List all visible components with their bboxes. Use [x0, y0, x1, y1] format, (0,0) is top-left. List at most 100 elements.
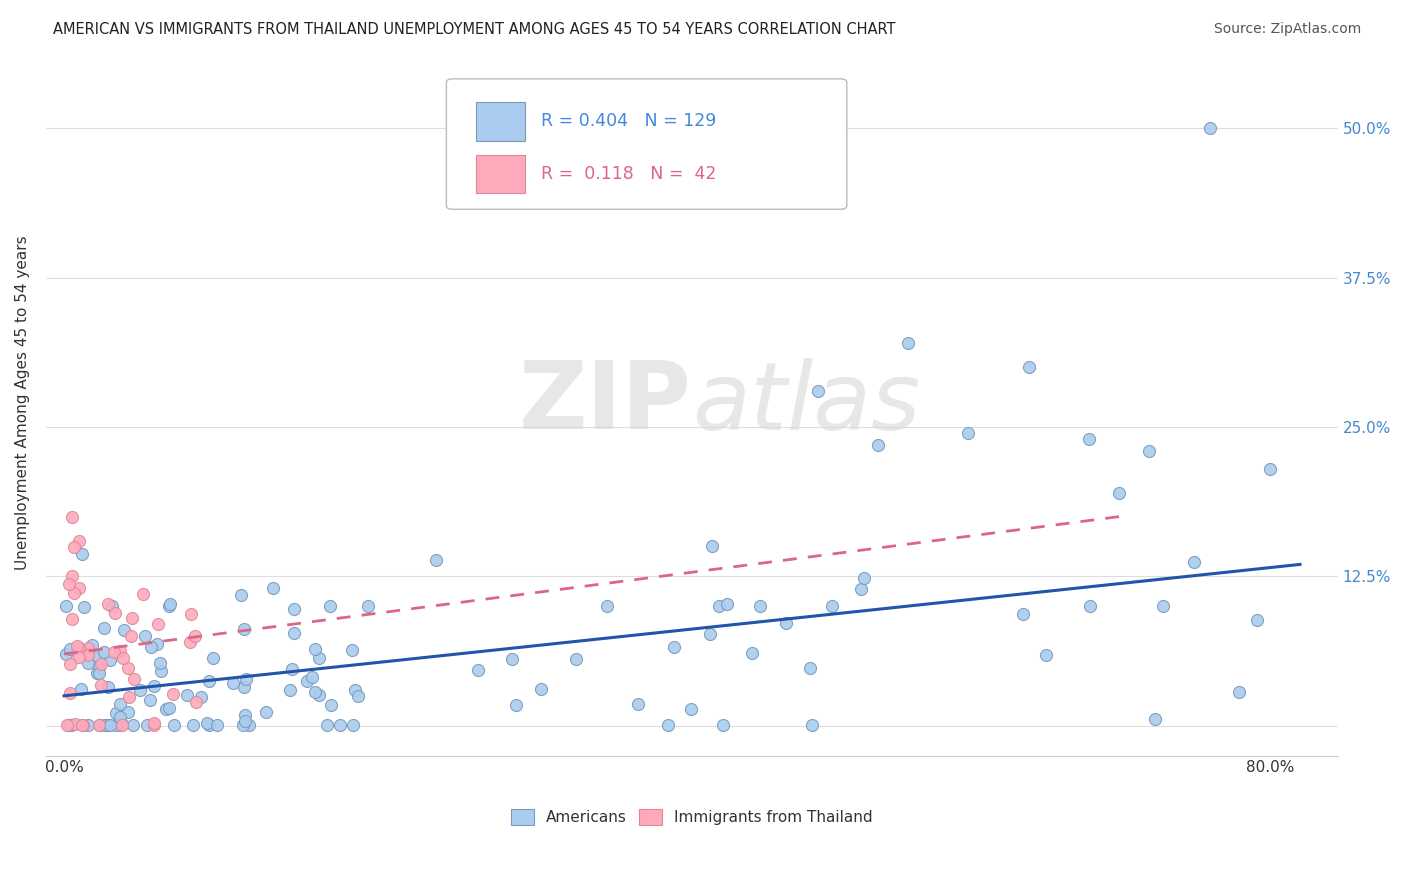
Point [190, 690, 212, 704]
Point [77, 657, 100, 671]
Point [58, 717, 80, 731]
Point [108, 644, 131, 658]
Point [707, 599, 730, 614]
Point [94, 717, 117, 731]
Point [63, 717, 86, 731]
Point [801, 717, 824, 731]
Point [283, 625, 305, 640]
Point [530, 681, 553, 696]
Point [105, 706, 128, 720]
Point [86, 665, 108, 680]
Point [357, 599, 380, 614]
Point [72, 717, 94, 731]
Point [179, 634, 201, 648]
Point [146, 616, 169, 631]
Point [66, 639, 89, 653]
Point [262, 581, 284, 595]
Point [342, 717, 364, 731]
Point [110, 717, 132, 731]
Point [67, 641, 90, 656]
Text: ZIP: ZIP [519, 357, 692, 450]
Point [304, 641, 326, 656]
Point [55, 717, 77, 731]
Point [63, 540, 86, 554]
Point [90, 657, 112, 671]
Point [657, 717, 679, 731]
Point [60, 509, 83, 524]
Point [1035, 648, 1057, 662]
FancyBboxPatch shape [446, 78, 846, 210]
Point [94, 717, 117, 731]
Point [89, 660, 111, 674]
Point [117, 661, 139, 675]
Point [59, 657, 82, 671]
Point [741, 647, 763, 661]
Point [699, 627, 721, 641]
Point [98, 717, 121, 731]
Point [304, 684, 326, 698]
Point [340, 642, 363, 657]
Point [1018, 360, 1040, 375]
Point [89, 717, 111, 731]
Point [120, 629, 142, 643]
Point [128, 683, 150, 698]
Point [201, 651, 224, 665]
Point [1198, 121, 1220, 136]
Point [60, 717, 83, 731]
Point [254, 706, 277, 720]
Point [198, 717, 221, 731]
FancyBboxPatch shape [477, 154, 526, 194]
Point [775, 615, 797, 630]
Point [67, 533, 90, 548]
Point [505, 698, 527, 713]
Point [98, 717, 121, 731]
Point [852, 570, 875, 584]
Point [82, 639, 104, 653]
Text: AMERICAN VS IMMIGRANTS FROM THAILAND UNEMPLOYMENT AMONG AGES 45 TO 54 YEARS CORR: AMERICAN VS IMMIGRANTS FROM THAILAND UNE… [53, 22, 896, 37]
Point [105, 717, 128, 731]
Point [121, 611, 143, 625]
Point [142, 679, 165, 693]
Point [897, 336, 920, 351]
Point [233, 714, 256, 728]
Point [134, 629, 156, 643]
Point [344, 683, 367, 698]
Point [142, 717, 165, 731]
Point [1258, 462, 1281, 476]
Text: atlas: atlas [692, 358, 920, 449]
Point [87, 649, 110, 664]
Point [67, 650, 90, 665]
Point [681, 702, 703, 716]
Point [749, 599, 772, 614]
Point [176, 688, 198, 702]
Point [702, 540, 724, 554]
Point [117, 705, 139, 719]
Point [59, 717, 82, 731]
Point [87, 665, 110, 680]
Point [146, 637, 169, 651]
Point [1078, 432, 1101, 446]
Point [108, 710, 131, 724]
Point [1137, 444, 1160, 458]
Point [103, 645, 125, 659]
Point [76, 717, 98, 731]
Point [184, 695, 207, 709]
Point [98, 653, 121, 667]
Point [104, 607, 127, 621]
Point [849, 582, 872, 596]
Point [70, 547, 93, 561]
Point [55, 599, 77, 614]
Point [295, 673, 318, 688]
Point [233, 680, 256, 694]
Point [1152, 599, 1174, 614]
Point [118, 690, 141, 704]
Point [77, 648, 100, 663]
Point [60, 611, 83, 625]
Point [141, 640, 163, 654]
Point [1246, 613, 1268, 627]
Point [108, 697, 131, 711]
Point [162, 687, 184, 701]
Point [59, 642, 82, 657]
Point [67, 582, 90, 596]
Point [232, 622, 254, 636]
